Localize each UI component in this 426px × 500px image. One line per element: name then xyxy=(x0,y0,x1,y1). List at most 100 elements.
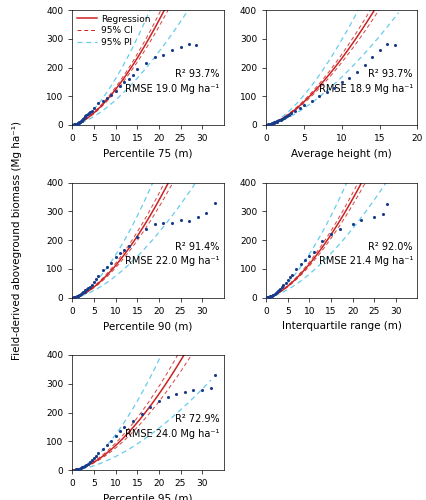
Point xyxy=(112,86,119,94)
Point xyxy=(76,464,83,472)
Point xyxy=(160,219,167,227)
Point xyxy=(273,288,280,296)
X-axis label: Average height (m): Average height (m) xyxy=(291,148,392,158)
Point xyxy=(74,292,81,300)
Point xyxy=(266,292,273,300)
Point xyxy=(117,249,124,257)
Point xyxy=(80,462,86,470)
Point xyxy=(349,220,356,228)
Point xyxy=(73,292,80,300)
Point xyxy=(86,282,93,290)
Point xyxy=(207,384,214,392)
Point xyxy=(316,92,322,100)
Point xyxy=(269,292,276,300)
Point xyxy=(86,109,92,117)
Point xyxy=(268,120,275,128)
Point xyxy=(271,290,278,298)
Point xyxy=(278,284,285,292)
Point xyxy=(143,59,150,67)
Point xyxy=(84,460,91,468)
Point xyxy=(282,113,288,121)
Point xyxy=(160,50,167,58)
Point xyxy=(75,292,82,300)
Text: Field-derived aboveground biomass (Mg ha⁻¹): Field-derived aboveground biomass (Mg ha… xyxy=(12,120,22,360)
Point xyxy=(121,246,128,254)
Point xyxy=(99,446,106,454)
Point xyxy=(112,432,119,440)
Point xyxy=(280,282,287,290)
Point xyxy=(177,44,184,52)
Point xyxy=(168,46,175,54)
Point xyxy=(95,100,102,108)
Point xyxy=(270,119,276,127)
Point xyxy=(95,450,102,458)
Point xyxy=(293,265,300,273)
Point xyxy=(82,461,89,469)
Point xyxy=(265,120,272,128)
Point xyxy=(287,274,294,281)
Point xyxy=(72,292,79,300)
Point xyxy=(284,276,291,284)
Point xyxy=(71,293,78,301)
Point xyxy=(268,292,274,300)
Point xyxy=(82,112,89,120)
Point xyxy=(288,109,294,117)
Point xyxy=(81,288,88,296)
Point xyxy=(130,417,136,425)
Point xyxy=(264,293,271,301)
Point xyxy=(125,75,132,83)
Point xyxy=(121,78,128,86)
Point xyxy=(391,41,398,49)
Point xyxy=(151,54,158,62)
Point xyxy=(276,116,282,124)
Point xyxy=(80,114,86,122)
Point xyxy=(282,279,289,287)
Point xyxy=(164,392,171,400)
Point xyxy=(212,371,219,379)
Point xyxy=(104,264,110,272)
Point xyxy=(346,74,353,82)
Point xyxy=(93,275,100,283)
Point xyxy=(186,218,193,226)
Point xyxy=(91,278,98,285)
Point xyxy=(78,116,84,124)
Point xyxy=(265,293,272,301)
Text: R² 93.7%: R² 93.7% xyxy=(368,69,413,79)
Point xyxy=(181,388,188,396)
Text: R² 92.0%: R² 92.0% xyxy=(368,242,413,252)
Point xyxy=(76,118,83,126)
Point xyxy=(93,452,100,460)
X-axis label: Percentile 95 (m): Percentile 95 (m) xyxy=(104,494,193,500)
Point xyxy=(117,82,124,90)
Point xyxy=(83,111,89,119)
Point xyxy=(72,466,79,473)
Text: RMSE 22.0 Mg ha⁻¹: RMSE 22.0 Mg ha⁻¹ xyxy=(125,256,219,266)
Point xyxy=(267,292,273,300)
Point xyxy=(368,54,375,62)
Point xyxy=(85,284,92,292)
Point xyxy=(78,117,85,125)
Point xyxy=(267,120,273,128)
Point xyxy=(81,462,88,469)
Point xyxy=(76,118,83,126)
Point xyxy=(95,272,102,280)
Point xyxy=(86,458,93,466)
X-axis label: Interquartile range (m): Interquartile range (m) xyxy=(282,321,402,331)
Text: RMSE 21.4 Mg ha⁻¹: RMSE 21.4 Mg ha⁻¹ xyxy=(319,256,413,266)
Point xyxy=(99,266,106,274)
Point xyxy=(99,96,106,104)
Point xyxy=(338,78,345,86)
X-axis label: Percentile 90 (m): Percentile 90 (m) xyxy=(104,321,193,331)
Point xyxy=(384,40,391,48)
Point xyxy=(104,440,110,448)
Point xyxy=(354,68,360,76)
Point xyxy=(89,106,95,114)
Point xyxy=(177,216,184,224)
Point xyxy=(203,208,210,216)
Point xyxy=(91,104,98,112)
Point xyxy=(77,464,84,472)
Point xyxy=(71,466,78,473)
Legend: Regression, 95% CI, 95% PI: Regression, 95% CI, 95% PI xyxy=(77,14,151,47)
Point xyxy=(78,464,85,471)
Text: RMSE 19.0 Mg ha⁻¹: RMSE 19.0 Mg ha⁻¹ xyxy=(125,84,219,94)
